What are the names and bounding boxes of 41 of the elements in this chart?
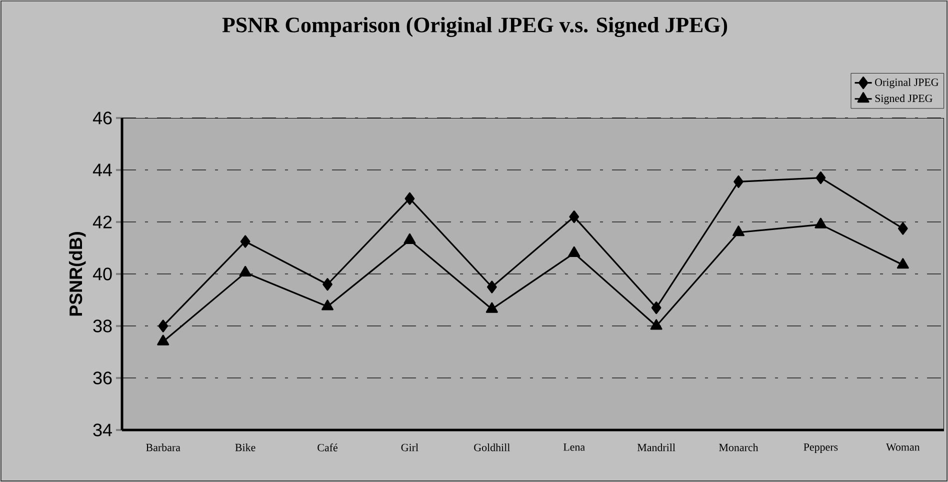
point [568,246,580,257]
x-tick-label: Barbara [146,444,180,452]
point [158,320,168,332]
x-tick-label: Bike [235,444,256,452]
point [486,302,498,313]
point [651,301,662,314]
y-tick-label: 38 [93,320,112,332]
x-tick-label: Mandrill [637,444,676,452]
point [814,218,827,228]
y-tick-label: 46 [92,112,112,124]
point [240,235,250,248]
point [157,334,170,346]
point [322,300,334,310]
legend-label: Signed JPEG [875,94,932,104]
y-axis-title: PSNR(dB) [68,232,86,316]
point [486,280,497,294]
legend-label: Original JPEG [875,78,938,88]
x-tick-label: Girl [401,444,418,452]
x-tick-label: Goldhill [474,444,510,452]
point [896,258,909,269]
x-tick-label: Woman [886,444,920,451]
x-tick-label: Monarch [719,444,758,452]
chart-title: PSNR Comparison (Original JPEG v.s. Signed JPEG) [222,16,728,38]
point [732,226,745,236]
x-tick-label: Café [318,444,338,452]
x-tick-label: Peppers [804,444,838,454]
point [404,192,415,205]
y-tick-label: 44 [92,164,112,176]
point [404,233,416,244]
y-tick-label: 42 [92,216,112,228]
y-tick-label: 40 [92,268,112,280]
point [322,278,332,291]
y-tick-label: 36 [93,372,112,384]
point [650,319,662,330]
point [734,175,744,188]
point [239,266,252,276]
y-tick-label: 34 [93,424,112,436]
point [898,222,908,235]
x-tick-label: Lena [563,444,585,451]
point [816,171,826,184]
point [569,210,580,224]
